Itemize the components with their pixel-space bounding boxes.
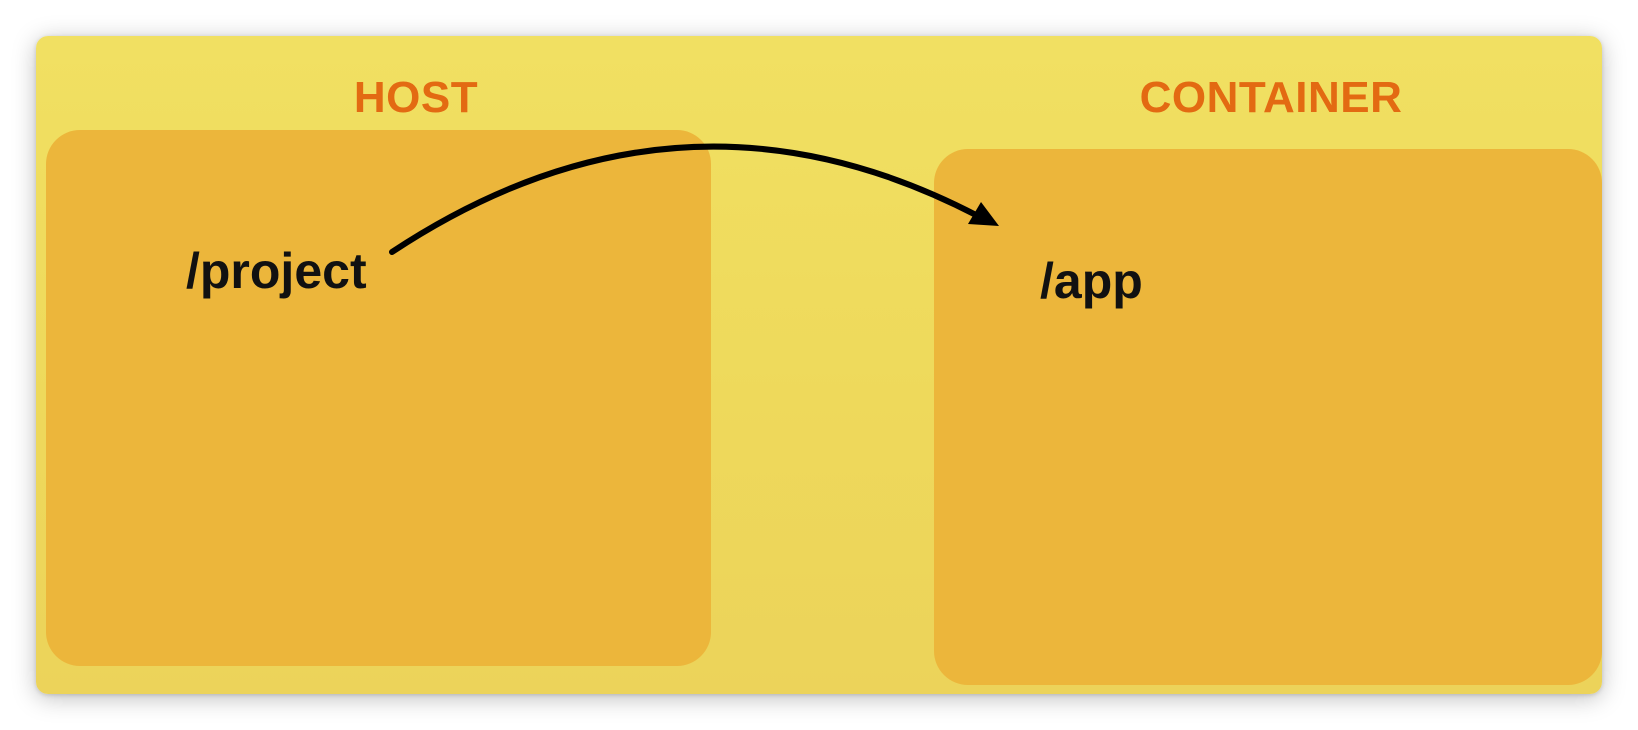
container-path-label: /app — [1040, 253, 1143, 309]
container-panel — [934, 149, 1602, 685]
host-path-label: /project — [186, 243, 367, 299]
host-panel — [46, 130, 711, 666]
container-heading: CONTAINER — [1139, 73, 1403, 122]
host-heading: HOST — [353, 73, 479, 122]
diagram-slide: HOST CONTAINER /project /app — [36, 36, 1602, 694]
